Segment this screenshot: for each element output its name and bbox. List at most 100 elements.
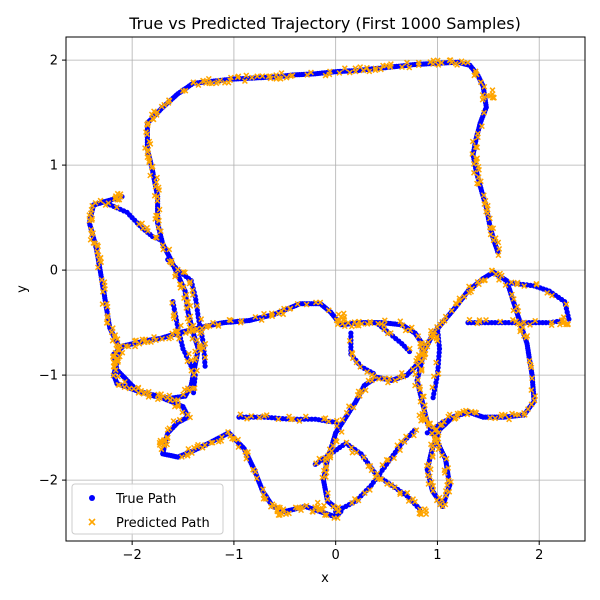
predicted-path-point (104, 303, 111, 310)
predicted-path-point (160, 437, 167, 443)
predicted-path-point (529, 375, 535, 382)
predicted-path-point (430, 487, 436, 494)
predicted-path-point (409, 366, 416, 373)
predicted-path-point (161, 438, 168, 445)
predicted-path-point (184, 358, 191, 365)
predicted-path-point (323, 469, 330, 476)
predicted-path-point (526, 357, 533, 364)
predicted-path-point (374, 470, 381, 477)
predicted-path-point (235, 436, 242, 443)
predicted-path-point (165, 97, 172, 104)
predicted-path-point (405, 498, 412, 505)
predicted-path-point (155, 224, 162, 231)
predicted-path-point (114, 346, 121, 353)
predicted-path-point (237, 411, 244, 418)
predicted-path-point (174, 397, 181, 403)
predicted-path-point (182, 87, 189, 94)
predicted-path-point (397, 489, 403, 496)
predicted-path-point (115, 373, 121, 380)
predicted-path-point (343, 409, 350, 416)
predicted-path-point (415, 333, 422, 340)
predicted-path-point (169, 330, 176, 337)
predicted-path-point (563, 301, 570, 308)
predicted-path-point (171, 315, 178, 322)
predicted-path-point (192, 348, 199, 355)
predicted-path-point (508, 291, 515, 298)
predicted-path-point (472, 144, 479, 150)
predicted-path-point (121, 384, 128, 391)
predicted-path-point (156, 206, 163, 213)
predicted-path-point (192, 354, 199, 361)
predicted-path-point (164, 426, 171, 433)
predicted-path-point (167, 259, 174, 266)
predicted-path-point (153, 179, 160, 186)
predicted-path-point (277, 75, 284, 82)
predicted-path-point (481, 83, 488, 90)
predicted-path-point (387, 330, 394, 336)
predicted-path-point (556, 321, 563, 328)
predicted-path-point (346, 69, 353, 76)
predicted-path-point (474, 278, 481, 285)
predicted-path-point (350, 404, 357, 411)
predicted-path-point (271, 502, 277, 509)
predicted-path-point (383, 456, 390, 463)
predicted-path-point (330, 503, 337, 510)
y-tick-label: 0 (50, 264, 58, 279)
y-axis-label: y (15, 285, 30, 293)
predicted-path-point (532, 393, 539, 399)
predicted-path-point (430, 57, 437, 64)
predicted-path-point (145, 146, 152, 153)
predicted-path-point (509, 316, 516, 323)
predicted-path-point (420, 393, 427, 400)
predicted-path-point (316, 455, 323, 462)
predicted-path-point (267, 73, 273, 79)
predicted-path-point (353, 449, 360, 456)
predicted-path-point (361, 490, 368, 497)
predicted-path-point (303, 301, 310, 308)
predicted-path-point (202, 354, 209, 361)
predicted-path-point (178, 454, 185, 460)
predicted-path-point (357, 363, 364, 370)
predicted-path-point (131, 338, 138, 344)
predicted-path-point (205, 75, 212, 82)
predicted-path-point (191, 371, 197, 378)
predicted-path-point (90, 240, 97, 246)
predicted-path-point (194, 367, 200, 374)
predicted-path-point (391, 484, 398, 491)
predicted-path-point (252, 468, 259, 475)
predicted-path-point (454, 62, 461, 68)
predicted-path-point (182, 269, 188, 276)
predicted-path-point (154, 212, 161, 219)
predicted-path-point (289, 72, 296, 79)
predicted-path-point (159, 335, 166, 342)
predicted-path-point (509, 410, 515, 417)
predicted-path-point (445, 477, 452, 484)
predicted-path-point (388, 481, 395, 488)
predicted-path-point (428, 479, 435, 486)
predicted-path-point (372, 65, 379, 72)
predicted-path-point (372, 474, 379, 480)
predicted-path-point (174, 266, 181, 273)
predicted-path-point (328, 448, 335, 455)
predicted-path-point (485, 92, 492, 99)
predicted-path-point (248, 74, 255, 81)
predicted-path-point (406, 64, 413, 71)
predicted-path-point (334, 321, 341, 328)
predicted-path-point (419, 358, 426, 365)
predicted-path-point (378, 476, 385, 483)
predicted-path-point (153, 234, 160, 241)
predicted-path-point (153, 212, 159, 219)
predicted-path-point (117, 193, 124, 200)
predicted-path-point (174, 328, 181, 335)
predicted-path-point (87, 210, 94, 217)
predicted-path-point (353, 359, 360, 366)
predicted-path-point (495, 252, 502, 259)
predicted-path-point (414, 355, 421, 362)
predicted-path-point (278, 70, 285, 76)
predicted-path-point (487, 414, 494, 421)
y-tick-label: −1 (39, 369, 58, 384)
axis-ticks: −2 −1 0 1 2 −2 −1 0 1 2 (39, 54, 544, 563)
predicted-path-point (351, 319, 358, 326)
predicted-path-point (111, 353, 118, 360)
predicted-path-point (482, 277, 489, 284)
